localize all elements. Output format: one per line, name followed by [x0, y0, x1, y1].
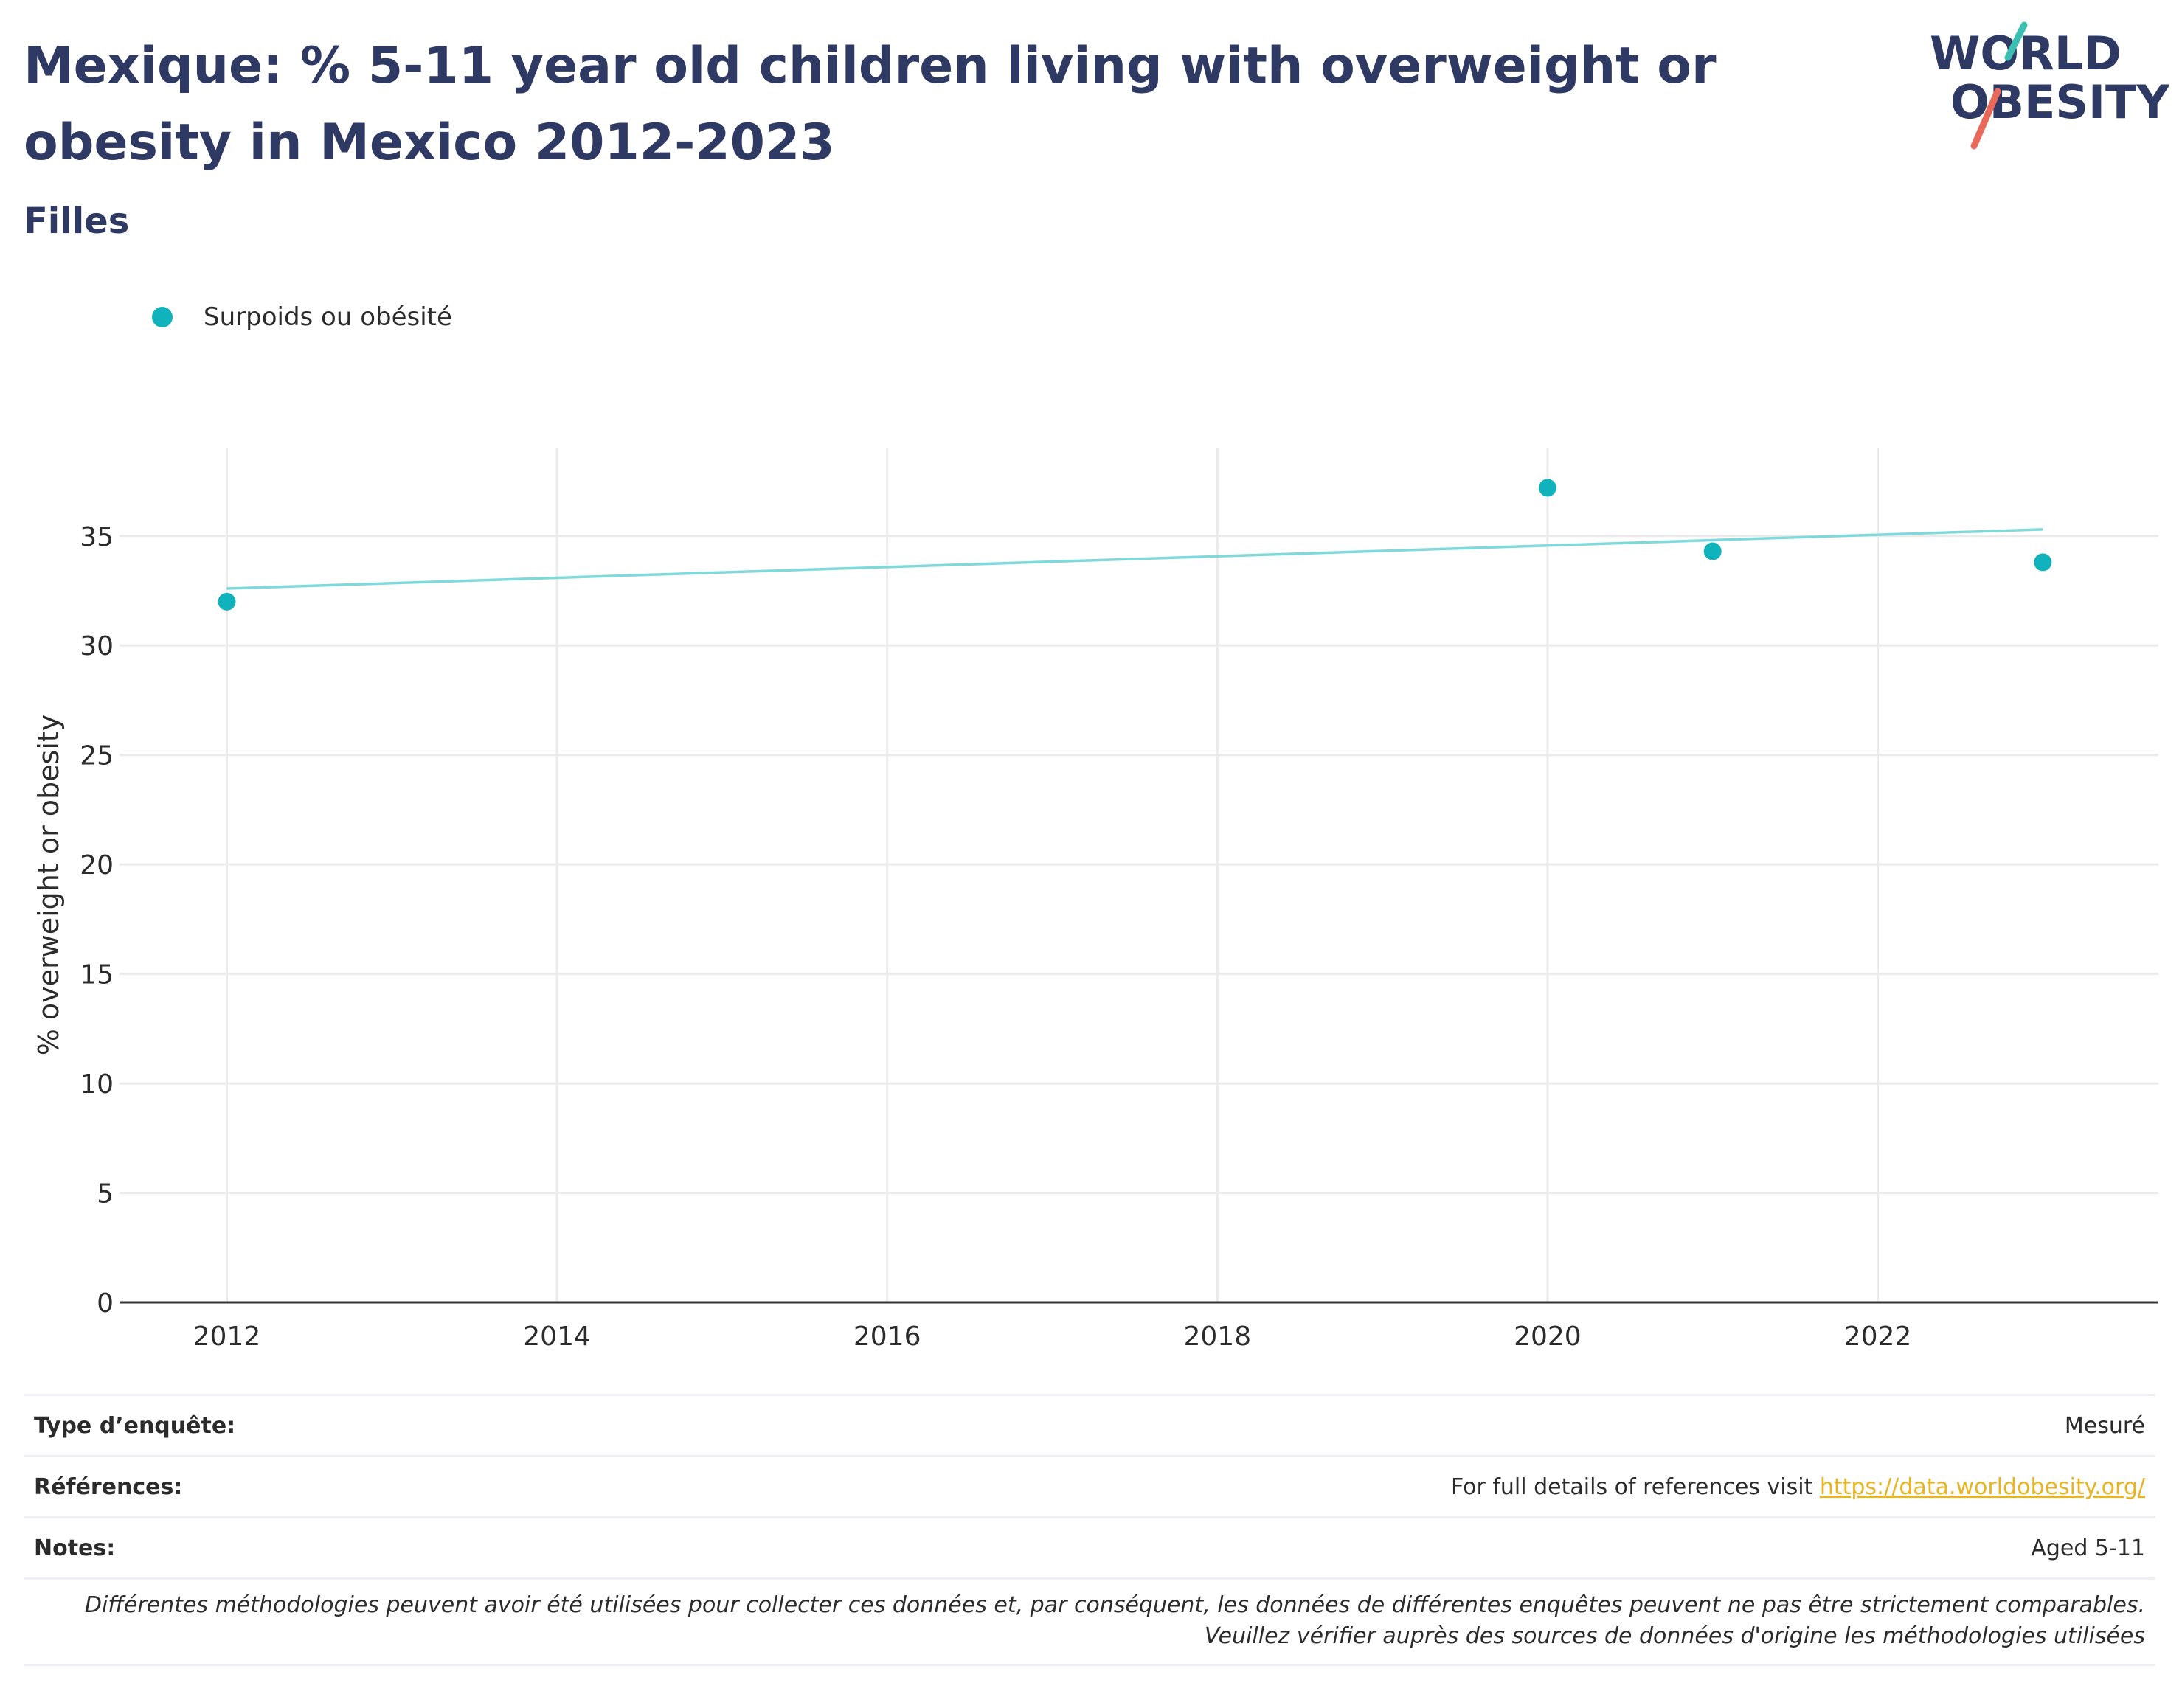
x-tick-label: 2016: [853, 1322, 921, 1352]
notes-value: Aged 5-11: [2031, 1535, 2145, 1561]
legend[interactable]: Surpoids ou obésité: [152, 295, 452, 339]
data-point: [2034, 553, 2052, 572]
x-tick-label: 2014: [523, 1322, 591, 1352]
y-tick-label: 0: [97, 1288, 114, 1319]
x-tick-label: 2018: [1183, 1322, 1251, 1352]
y-tick-label: 30: [80, 631, 114, 662]
y-tick-label: 15: [80, 960, 114, 990]
survey-type-label: Type d’enquête:: [34, 1412, 236, 1439]
world-obesity-logo: WORLD OBESITY: [1930, 21, 2169, 150]
footer-row-references: Références: For full details of referenc…: [24, 1455, 2155, 1516]
survey-type-value: Mesuré: [2064, 1412, 2145, 1439]
chart-plot: 2012 2014 2016 2018 2020 2022 0 5 10 15 20 25 30 35: [80, 448, 2158, 1352]
chart-title: Mexique: % 5-11 year old children living…: [24, 37, 1717, 172]
references-label: Références:: [34, 1473, 183, 1500]
y-tick-label: 10: [80, 1069, 114, 1100]
trend-line: [226, 528, 2043, 590]
logo-text-world: WORLD: [1930, 27, 2122, 80]
data-point: [1703, 542, 1722, 560]
legend-label: Surpoids ou obésité: [204, 302, 452, 332]
references-link[interactable]: https://data.worldobesity.org/: [1819, 1473, 2145, 1500]
y-tick-label: 25: [80, 741, 114, 771]
footer-table: Type d’enquête: Mesuré Références: For f…: [24, 1394, 2155, 1666]
x-tick-label: 2012: [193, 1322, 261, 1352]
references-text: For full details of references visit: [1450, 1473, 1813, 1500]
logo-slash-teal: [2004, 21, 2028, 61]
x-tick-label: 2022: [1844, 1322, 1912, 1352]
references-value: For full details of references visit htt…: [1451, 1474, 2145, 1500]
data-point: [1538, 479, 1556, 497]
chart-subtitle: Filles: [24, 201, 130, 242]
footer-row-notes: Notes: Aged 5-11: [24, 1516, 2155, 1577]
footer-row-survey-type: Type d’enquête: Mesuré: [24, 1394, 2155, 1455]
data-point: [218, 592, 236, 611]
y-tick-label: 5: [97, 1179, 114, 1209]
x-tick-label: 2020: [1514, 1322, 1582, 1352]
methodology-disclaimer: Différentes méthodologies peuvent avoir …: [24, 1577, 2155, 1666]
notes-label: Notes:: [34, 1535, 116, 1561]
y-tick-label: 35: [80, 522, 114, 552]
legend-marker: [152, 307, 173, 327]
y-tick-label: 20: [80, 850, 114, 881]
logo-slash-red: [1970, 88, 2001, 150]
